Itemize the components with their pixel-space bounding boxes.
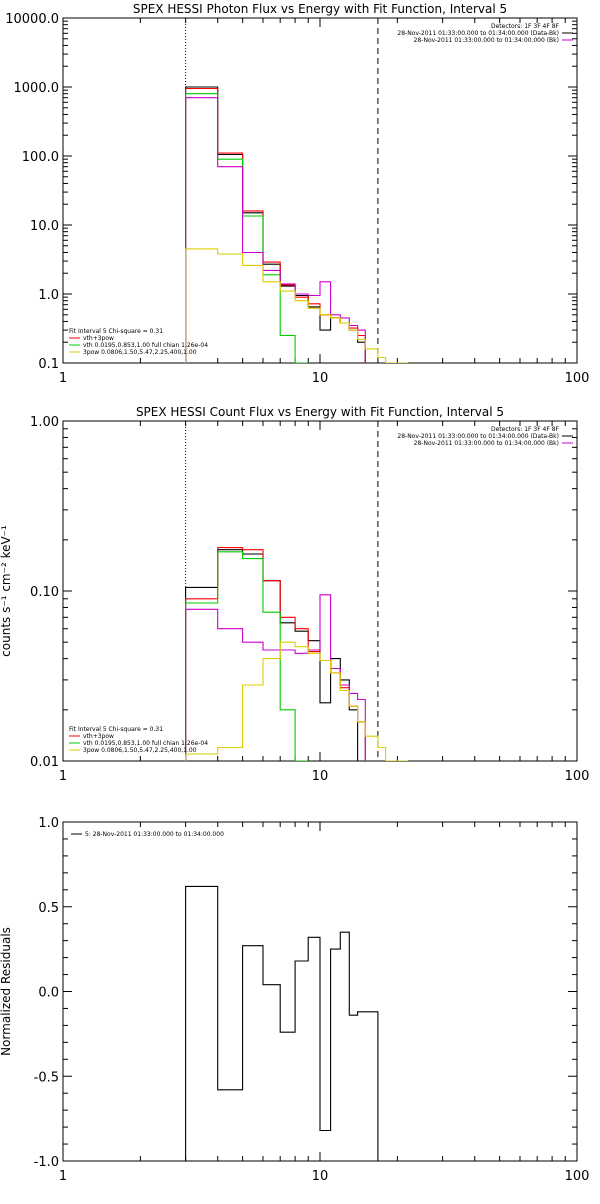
y-tick-label: 1000.0	[14, 81, 60, 96]
y-tick-label: -0.5	[34, 1070, 59, 1085]
y-tick-label: 1.00	[30, 415, 59, 430]
legend-entry-text: 3pow 0.0806,1.50,5.47,2.25,400,1.00	[83, 349, 197, 356]
legend-entry-text: 28-Nov-2011 01:33:00.000 to 01:34:00.000…	[414, 440, 559, 447]
y-tick-label: 0.5	[38, 901, 59, 916]
series-group	[185, 547, 408, 761]
series-5-step-line	[185, 248, 408, 363]
chart-panel-1: SPEX HESSI Photon Flux vs Energy with Fi…	[5, 2, 589, 386]
y-tick-label: -1.0	[34, 1155, 59, 1170]
chart-panel-2: SPEX HESSI Count Flux vs Energy with Fit…	[0, 405, 589, 784]
x-tick-label: 10	[312, 371, 329, 386]
plot-frame	[62, 420, 578, 762]
x-tick-label: 1	[59, 371, 67, 386]
legend-entry-text: Detectors: 1F 3F 4F 8F	[491, 426, 560, 433]
series-1-step-line	[185, 549, 366, 761]
y-tick-label: 0.01	[30, 755, 59, 770]
y-tick-label: 1.0	[38, 816, 59, 831]
x-tick-label: 10	[312, 1169, 329, 1184]
legend-entry-text: 28-Nov-2011 01:33:00.000 to 01:34:00.000…	[414, 37, 559, 44]
y-axis-label: Normalized Residuals	[0, 927, 13, 1056]
legend-entry-text: Fit Interval 5 Chi-square = 0.31	[69, 328, 163, 335]
series-5-step-line	[185, 641, 408, 761]
series-group	[185, 885, 379, 1161]
y-tick-label: 0.1	[38, 357, 59, 372]
legend-entry-text: vth 0.0195,0.853,1.00 full chian 1.26e-0…	[83, 740, 208, 747]
legend-entry-text: Detectors: 1F 3F 4F 8F	[491, 23, 560, 30]
y-axis-label: counts s⁻¹ cm⁻² keV⁻¹	[0, 525, 13, 657]
series-3-step-line	[185, 93, 309, 363]
legend-entry-text: vth 0.0195,0.853,1.00 full chian 1.26e-0…	[83, 342, 208, 349]
y-tick-label: 0.10	[30, 585, 59, 600]
x-tick-label: 100	[565, 1169, 590, 1184]
legend-entry-text: vth+3pow	[83, 335, 114, 342]
legend-entry-text: 28-Nov-2011 01:33:00.000 to 01:34:00.000…	[397, 30, 559, 37]
legend-entry-text: Fit Interval 5 Chi-square = 0.31	[69, 726, 163, 733]
series-1-step-line	[185, 885, 379, 1161]
y-tick-label: 10000.0	[5, 12, 59, 27]
x-tick-label: 100	[565, 371, 590, 386]
chart-title: SPEX HESSI Count Flux vs Energy with Fit…	[136, 405, 504, 419]
legend-entry-text: vth+3pow	[83, 733, 114, 740]
y-tick-label: 10.0	[30, 219, 59, 234]
y-tick-label: 0.0	[38, 986, 59, 1001]
y-tick-label: 1.0	[38, 288, 59, 303]
legend-entry-text: 28-Nov-2011 01:33:00.000 to 01:34:00.000…	[397, 433, 559, 440]
series-2-step-line	[185, 87, 366, 363]
series-1-step-line	[185, 86, 366, 363]
y-tick-label: 100.0	[22, 150, 59, 165]
legend-entry-text: 5: 28-Nov-2011 01:33:00.000 to 01:34:00.…	[85, 831, 224, 838]
x-tick-label: 1	[59, 1169, 67, 1184]
x-tick-label: 100	[565, 769, 590, 784]
series-2-step-line	[185, 547, 366, 761]
chart-panel-3: 1 10 100 -1.0 -0.5 0.0 0.5 1.0 Normalized Residu…	[0, 816, 589, 1184]
series-4-step-line	[185, 594, 366, 761]
series-group	[185, 86, 408, 363]
x-tick-label: 1	[59, 769, 67, 784]
chart-title: SPEX HESSI Photon Flux vs Energy with Fi…	[133, 2, 507, 16]
series-3-step-line	[185, 551, 309, 761]
x-tick-label: 10	[312, 769, 329, 784]
series-4-step-line	[185, 97, 366, 363]
legend-entry-text: 3pow 0.0806,1.50,5.47,2.25,400,1.00	[83, 747, 197, 754]
